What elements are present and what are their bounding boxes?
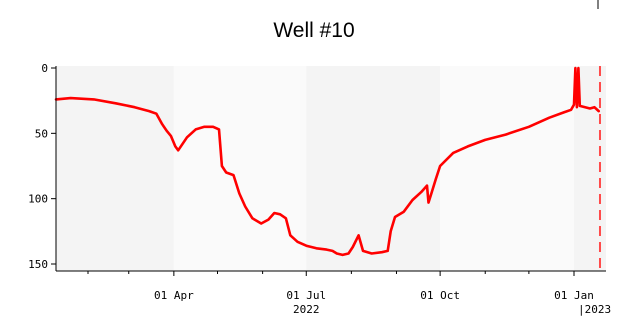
y-ticks: 0 50 100 150 [28, 62, 56, 271]
x-tick-label: 01 Jan [554, 289, 594, 302]
y-tick-label: 150 [28, 258, 48, 271]
chart-title: Well #10 [273, 19, 354, 42]
y-tick-label: 50 [35, 127, 48, 140]
y-tick-label: 0 [41, 62, 48, 75]
x-year-label: 2022 [293, 303, 320, 316]
shaded-band [173, 66, 307, 271]
series-lines [54, 66, 600, 257]
series-line [54, 66, 600, 257]
shaded-band [306, 66, 441, 271]
x-tick-label: 01 Oct [420, 289, 460, 302]
shaded-bands [56, 66, 606, 271]
shaded-band [56, 66, 174, 271]
x-tick-label: 01 Jul [286, 289, 326, 302]
x-ticks: 01 Apr 01 Jul 01 Oct 01 Jan 2022 |2023 [87, 271, 611, 316]
x-year-label: |2023 [578, 303, 611, 316]
y-tick-label: 100 [28, 193, 48, 206]
x-tick-label: 01 Apr [154, 289, 194, 302]
shaded-band [440, 66, 574, 271]
